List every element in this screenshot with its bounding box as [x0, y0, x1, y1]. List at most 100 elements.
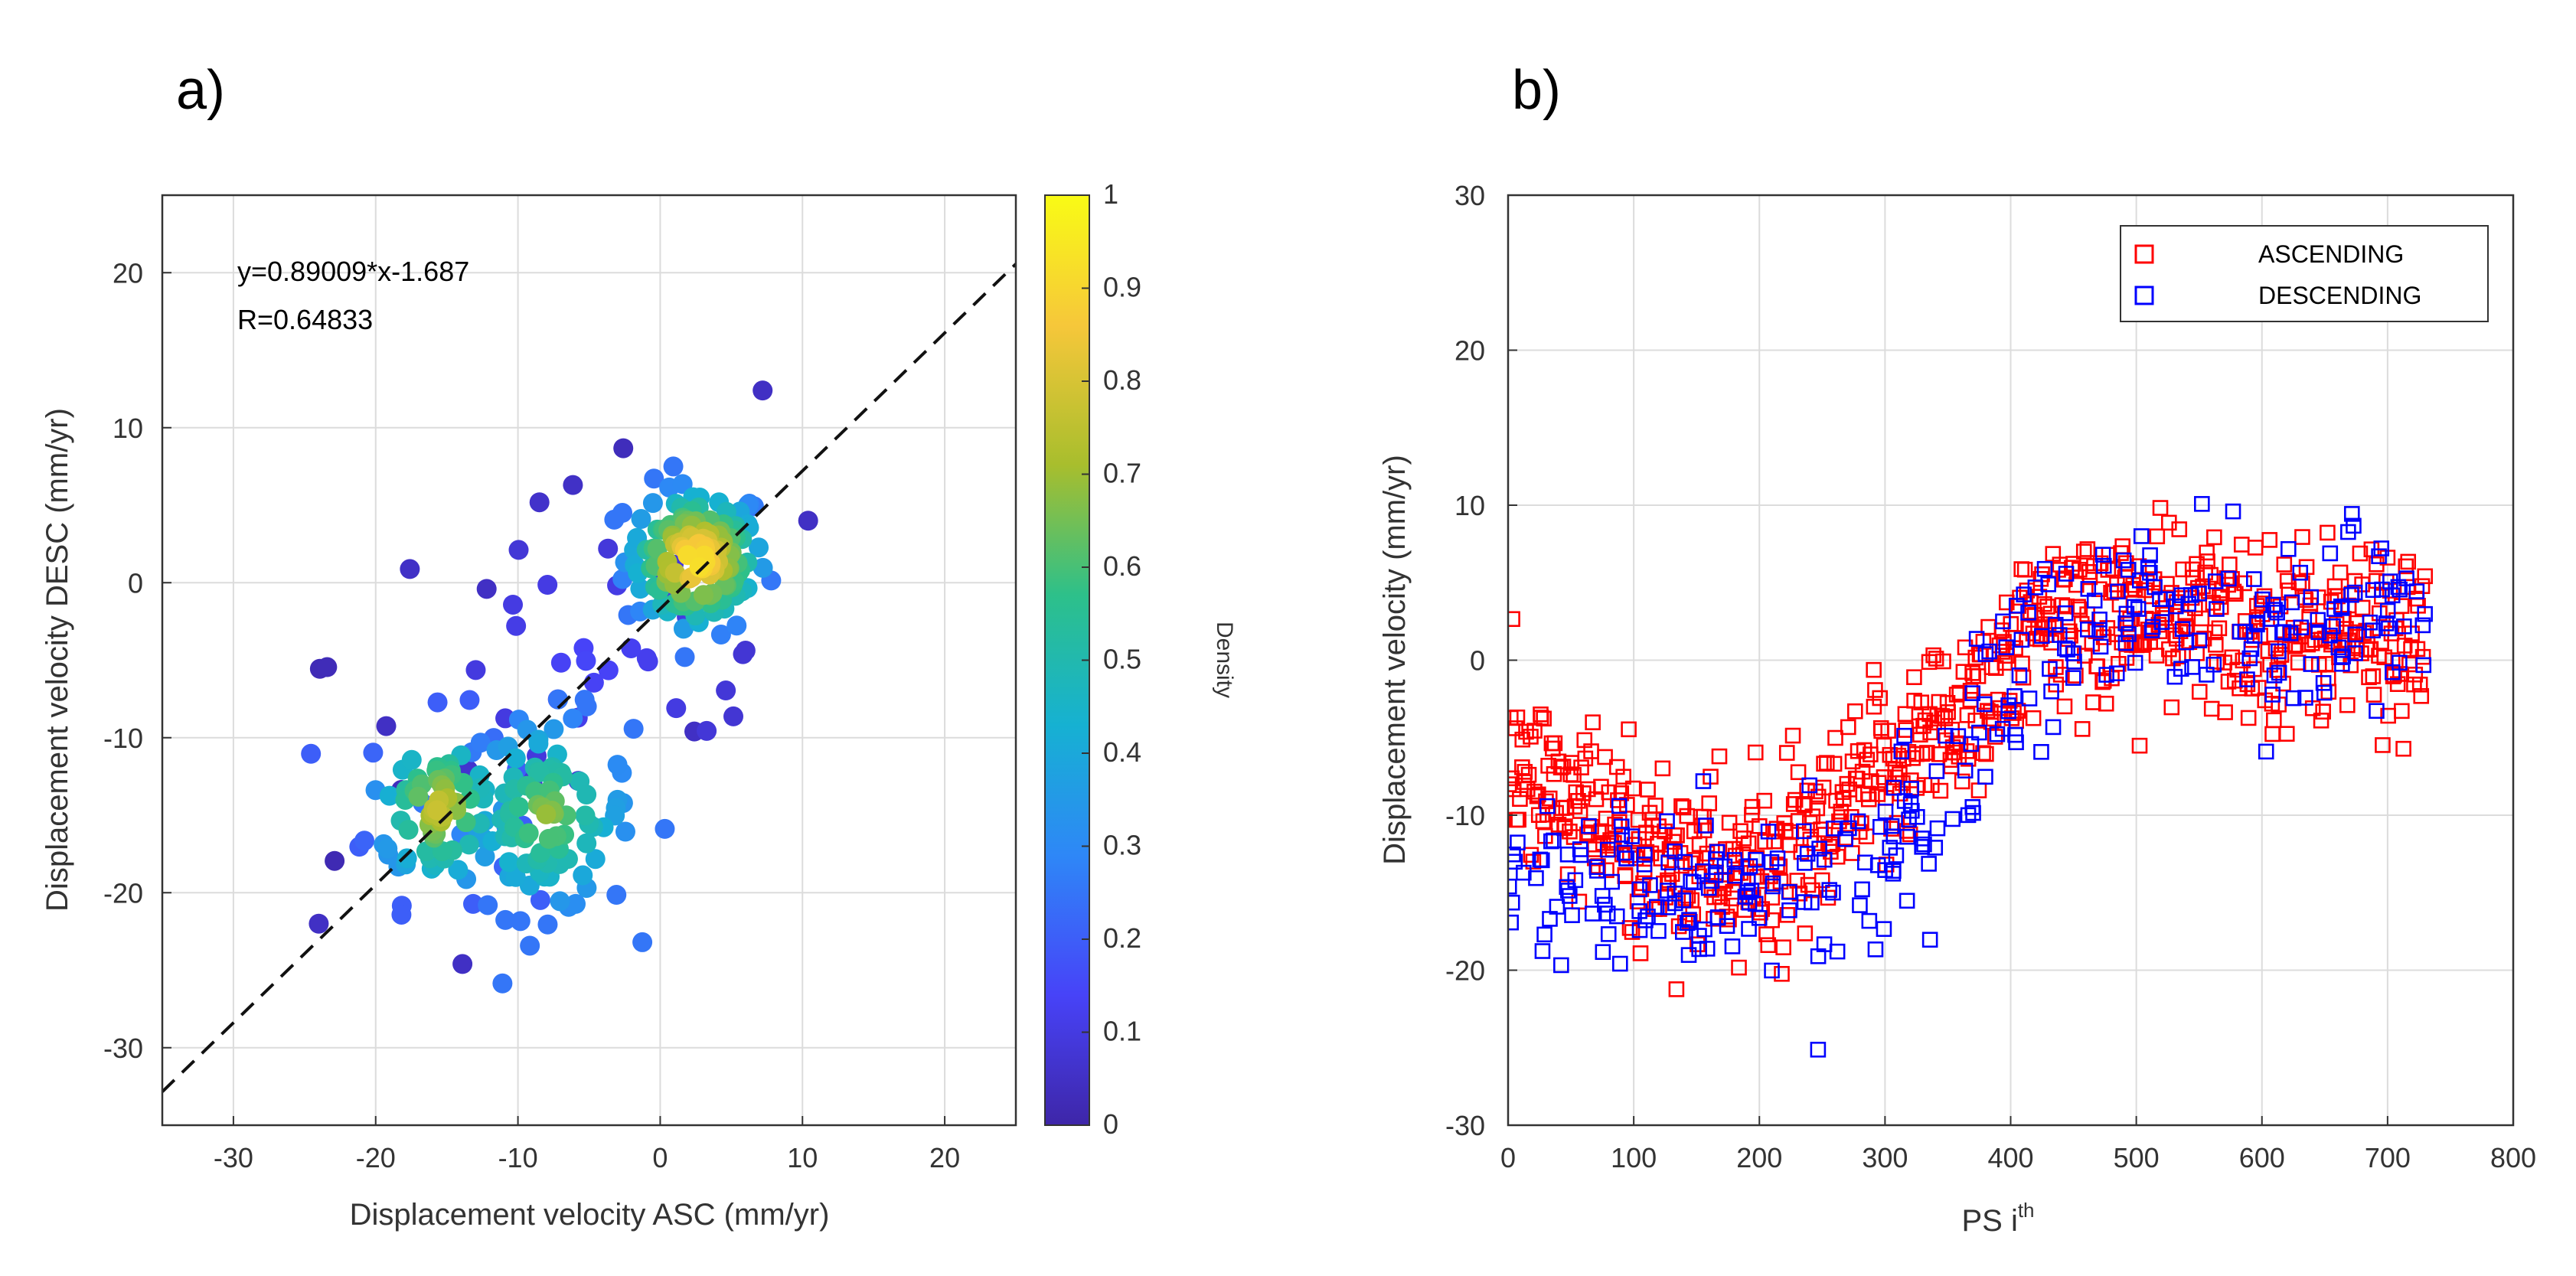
series-point: [2310, 624, 2327, 641]
density-point: [576, 785, 597, 805]
series-point: [2059, 641, 2076, 658]
series-point: [1987, 660, 2004, 676]
density-point: [716, 680, 736, 701]
series-point: [2384, 587, 2401, 604]
series-point: [1711, 748, 1728, 765]
series-point: [1960, 807, 1977, 824]
series-point: [1804, 808, 1821, 824]
colorbar-tick-label: 1: [1103, 178, 1118, 210]
correlation-r: R=0.64833: [237, 304, 373, 335]
series-point: [1971, 724, 1987, 741]
series-point: [1816, 936, 1833, 952]
x-axis-label-a: Displacement velocity ASC (mm/yr): [350, 1198, 830, 1232]
series-point: [2191, 684, 2208, 700]
series-point: [1518, 723, 1534, 740]
series-point: [2316, 684, 2333, 701]
series-point: [1835, 791, 1852, 807]
series-point: [1510, 834, 1526, 850]
density-point: [598, 538, 619, 559]
series-point: [2144, 618, 2161, 635]
density-point: [400, 559, 420, 579]
series-point: [1636, 864, 1653, 881]
series-point: [2354, 599, 2371, 616]
series-point: [1667, 843, 1683, 860]
series-point: [2398, 570, 2414, 586]
series-point: [2303, 589, 2320, 605]
series-point: [1640, 908, 1656, 925]
series-point: [2117, 615, 2134, 631]
x-tick-label: 0: [652, 1142, 668, 1173]
series-point: [2315, 703, 2331, 720]
series-point: [1995, 613, 2011, 630]
density-point: [573, 865, 593, 886]
density-point: [749, 537, 769, 558]
series-point: [2199, 544, 2215, 561]
series-point: [1989, 726, 2006, 742]
y-tick-label: -30: [1445, 1110, 1485, 1141]
series-point: [2398, 558, 2414, 575]
series-point: [2091, 611, 2107, 628]
series-point: [1608, 908, 1625, 925]
series-point: [1850, 813, 1866, 830]
series-point: [1919, 745, 1935, 761]
series-point: [2322, 545, 2339, 562]
series-point: [1825, 821, 1842, 837]
series-point: [1594, 888, 1611, 904]
density-point: [613, 438, 634, 459]
x-tick-label: 300: [1862, 1142, 1908, 1173]
series-point: [1863, 746, 1879, 762]
series-point: [2241, 650, 2258, 667]
density-point: [379, 785, 400, 806]
colorbar-tick-label: 0.3: [1103, 830, 1141, 861]
series-point: [1691, 928, 1707, 944]
density-point: [621, 638, 642, 658]
density-point: [408, 786, 429, 807]
x-tick-label: -10: [498, 1142, 538, 1173]
legend-ascending-label: ASCENDING: [2258, 240, 2404, 268]
series-point: [1954, 773, 1970, 790]
series-point: [2271, 643, 2287, 660]
series-point: [2362, 614, 2378, 631]
density-point: [644, 468, 664, 489]
series-point: [1710, 909, 1726, 925]
series-point: [1508, 894, 1520, 911]
series-point: [1888, 847, 1905, 863]
density-point: [576, 696, 597, 716]
series-point: [1756, 792, 1773, 809]
series-point: [2158, 591, 2174, 608]
series-point: [1553, 957, 1569, 974]
density-point: [612, 569, 633, 589]
density-point: [544, 719, 564, 739]
series-point: [2346, 517, 2362, 534]
series-point: [2033, 628, 2050, 645]
series-point: [2092, 638, 2109, 655]
series-point: [1791, 885, 1808, 902]
series-point: [1854, 881, 1870, 898]
series-point: [2098, 667, 2114, 683]
series-point: [1559, 879, 1575, 896]
series-point: [1921, 932, 1938, 948]
series-point: [2173, 587, 2190, 603]
series-point: [2183, 587, 2199, 603]
series-point: [1616, 844, 1633, 861]
series-point: [1621, 920, 1638, 936]
series-point: [1599, 906, 1616, 922]
density-point: [630, 579, 651, 599]
series-point: [1546, 832, 1562, 849]
series-point: [1631, 922, 1648, 938]
series-point: [2390, 579, 2407, 596]
series-point: [1690, 936, 1706, 952]
series-point: [1600, 926, 1617, 942]
series-point: [1731, 959, 1747, 976]
x-tick-label: 100: [1611, 1142, 1657, 1173]
x-tick-label: 700: [2365, 1142, 2411, 1173]
series-point: [1977, 646, 1994, 662]
series-point: [1597, 896, 1613, 913]
series-point: [2189, 556, 2205, 573]
density-point: [528, 733, 549, 754]
series-point: [1922, 724, 1938, 741]
colorbar-tick-label: 0.5: [1103, 644, 1141, 675]
series-point: [2278, 726, 2295, 742]
series-point: [2256, 588, 2273, 605]
series-point: [1976, 696, 1993, 713]
